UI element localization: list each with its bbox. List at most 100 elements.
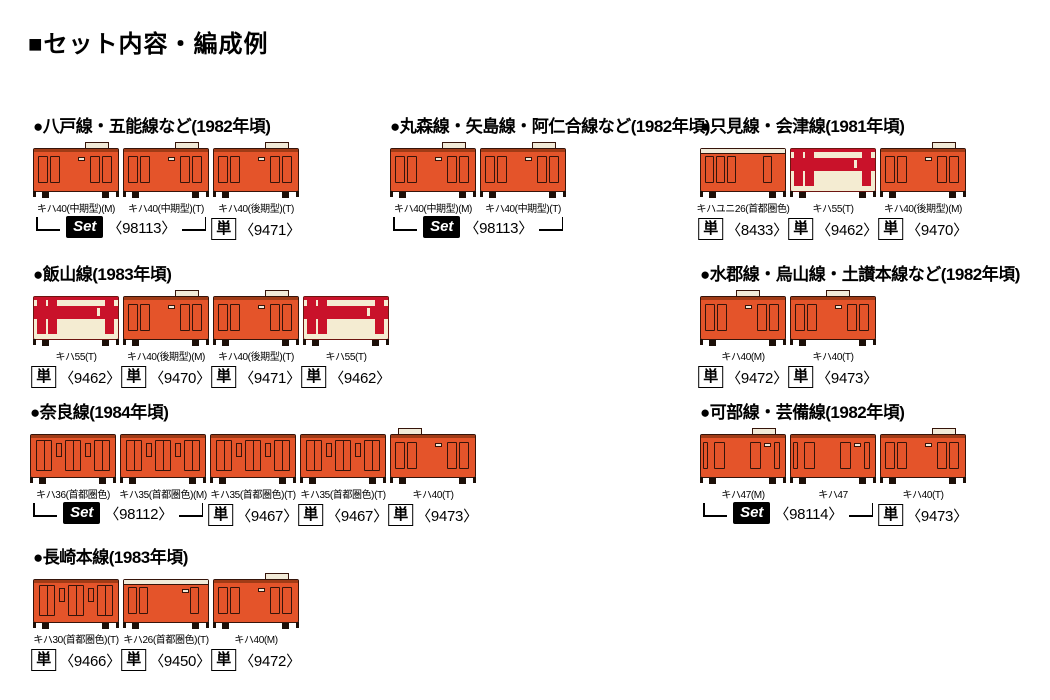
car-coupler [293,477,296,483]
single-unit-badge-group: 単〈9467〉 [298,502,388,528]
product-number: 〈9466〉 [59,652,121,670]
car-door [245,440,261,471]
car-illustration [700,142,786,198]
single-badge: 単 [211,649,237,671]
car-door [139,587,148,614]
car-wheel [282,192,289,198]
car-vent [258,157,265,161]
car-illustration [210,428,296,484]
car-door [864,442,870,469]
car-door [804,442,815,469]
car-door [407,156,417,183]
car-wheel [42,623,49,629]
car-illustration [880,428,966,484]
car-coupler [33,191,36,197]
set-bracket-tick [871,503,873,516]
single-badge: 単 [301,366,327,388]
car-door [274,440,290,471]
car-coupler [123,622,126,628]
single-unit-badge-group: 単〈9462〉 [788,216,878,242]
car-body [880,148,966,192]
car-model-label: キハ40(後期型)(M) [884,204,962,215]
car-vent [745,305,752,309]
product-number: 〈9472〉 [726,369,788,387]
car-door [497,156,507,183]
formation-section: ●奈良線(1984年頃) キハ36(首都圏色) キハ35(首都圏色)(M) キハ35(… [30,398,480,528]
car-coupler [873,477,876,483]
car-vent [168,157,175,161]
car-coupler [873,339,876,345]
car-door [395,442,405,469]
car-vent [854,443,861,447]
car-coupler [783,339,786,345]
car-door [793,442,798,469]
car-vent [168,305,175,309]
single-badge: 単 [878,218,904,240]
car-wheel [222,192,229,198]
car-door [318,300,327,334]
car-window [355,443,361,457]
car-door [774,442,780,469]
car-roofline [391,149,475,152]
car-roofline [124,149,208,152]
car-window [88,588,94,602]
car-door [485,156,495,183]
car-coupler [116,339,119,345]
car-vent [925,157,932,161]
car-wheel [369,478,376,484]
car-model-label: キハ30(首都圏色)(T) [33,635,119,646]
car-door [459,442,469,469]
single-unit-badge-group: 単〈9450〉 [121,647,211,673]
car-door [537,156,547,183]
car-body [790,148,876,192]
car-model-label: キハ36(首都圏色) [36,490,110,501]
car-door [897,156,907,183]
single-badge: 単 [788,218,814,240]
car-model-label: キハ40(中期型)(T) [128,204,204,215]
set-badge-group: Set 〈98113〉 [392,216,564,242]
car-wheel [279,478,286,484]
car-body [390,434,476,478]
car-coupler [963,191,966,197]
car-door [335,440,351,471]
set-bracket-tick [703,503,705,516]
car-illustration [790,428,876,484]
product-number: 〈9470〉 [906,221,968,239]
car-body [33,148,119,192]
car-door [805,152,814,186]
car-illustration [700,290,786,346]
car-wheel [312,340,319,346]
set-bracket-tick [561,217,563,230]
car-wheel [799,340,806,346]
car-door [717,304,727,331]
car-coupler [30,477,33,483]
car-wheel [132,623,139,629]
car-door [128,156,138,183]
car-door [769,304,779,331]
car-wheel [132,192,139,198]
set-badge-content: Set 〈98113〉 [417,216,539,238]
single-unit-badge-group: 単〈9462〉 [301,364,391,390]
car-door [703,442,708,469]
set-badge: Set [63,502,101,524]
car-door [140,156,150,183]
car-body [123,296,209,340]
car-door [94,440,110,471]
car-door [459,156,469,183]
car-model-label: キハ40(T) [902,490,944,501]
car-door [705,304,715,331]
car-wheel [309,478,316,484]
car-wheel [102,340,109,346]
car-door [847,304,857,331]
car-wheel [222,623,229,629]
car-illustration [123,142,209,198]
car-roofline [791,297,875,300]
car-illustration [790,142,876,198]
product-number: 〈9450〉 [149,652,211,670]
car-door [897,442,907,469]
car-door [447,442,457,469]
car-body [700,296,786,340]
car-model-label: キハ47 [818,490,848,501]
set-bracket-tick [33,503,35,516]
car-vent [258,588,265,592]
